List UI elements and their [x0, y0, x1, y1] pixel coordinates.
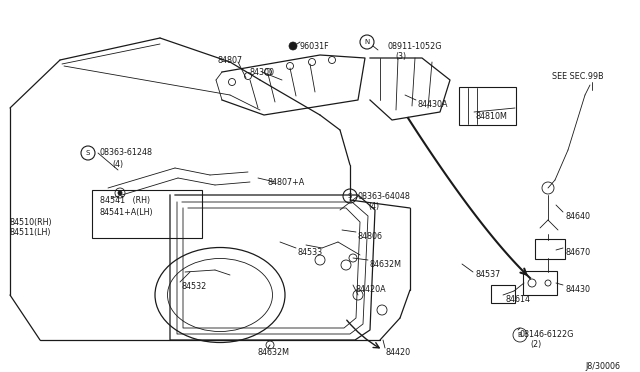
Text: 84300: 84300	[250, 68, 275, 77]
Text: 84807+A: 84807+A	[268, 178, 305, 187]
Circle shape	[289, 42, 297, 50]
Text: 84420: 84420	[385, 348, 410, 357]
Text: 96031F: 96031F	[300, 42, 330, 51]
Text: (4): (4)	[368, 202, 379, 211]
Text: (3): (3)	[395, 52, 406, 61]
Text: 84807: 84807	[218, 56, 243, 65]
Text: J8/30006: J8/30006	[585, 362, 620, 371]
Text: 84430: 84430	[565, 285, 590, 294]
Text: 08146-6122G: 08146-6122G	[520, 330, 574, 339]
Text: S: S	[86, 150, 90, 156]
Text: 08363-64048: 08363-64048	[358, 192, 411, 201]
Text: 84632M: 84632M	[258, 348, 290, 357]
Text: 84430A: 84430A	[418, 100, 449, 109]
Text: 84541+A(LH): 84541+A(LH)	[100, 208, 154, 217]
Circle shape	[118, 191, 122, 195]
Text: 84541   (RH): 84541 (RH)	[100, 196, 150, 205]
Text: S: S	[348, 193, 352, 199]
Text: 08911-1052G: 08911-1052G	[388, 42, 442, 51]
Text: N: N	[364, 39, 370, 45]
Text: 84670: 84670	[565, 248, 590, 257]
Text: 84810M: 84810M	[476, 112, 508, 121]
Text: 84614: 84614	[505, 295, 530, 304]
Bar	[92, 190, 202, 238]
Text: B: B	[518, 332, 522, 338]
Text: 84511(LH): 84511(LH)	[10, 228, 51, 237]
Text: 08363-61248: 08363-61248	[100, 148, 153, 157]
Text: SEE SEC.99B: SEE SEC.99B	[552, 72, 604, 81]
Text: 84632M: 84632M	[370, 260, 402, 269]
Text: 84640: 84640	[565, 212, 590, 221]
Text: 84806: 84806	[358, 232, 383, 241]
Text: 84510(RH): 84510(RH)	[10, 218, 52, 227]
Text: 84420A: 84420A	[355, 285, 386, 294]
Text: (2): (2)	[530, 340, 541, 349]
Text: 84532: 84532	[182, 282, 207, 291]
Text: (4): (4)	[112, 160, 123, 169]
Text: 84533: 84533	[298, 248, 323, 257]
Text: 84537: 84537	[475, 270, 500, 279]
